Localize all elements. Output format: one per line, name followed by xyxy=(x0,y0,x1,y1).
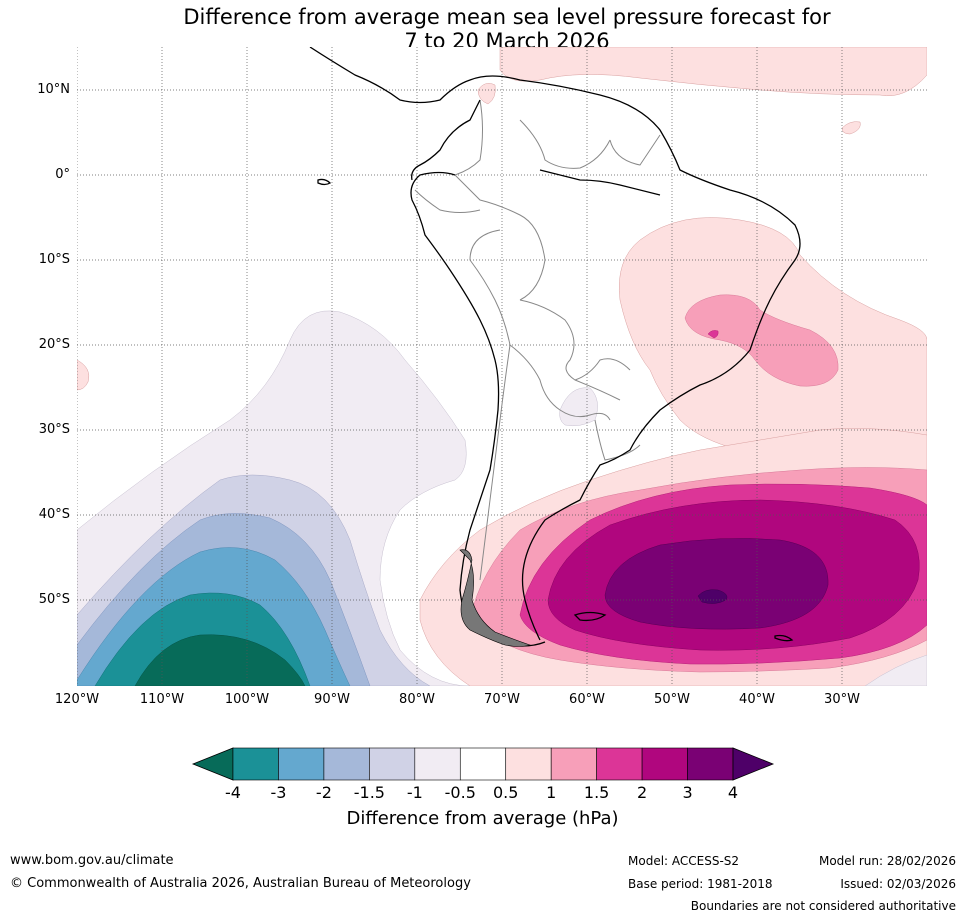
lat-label-10s: 10°S xyxy=(38,252,70,267)
footer-copyright: © Commonwealth of Australia 2026, Austra… xyxy=(10,876,471,891)
colorbar-tick-label: -1.5 xyxy=(353,783,385,802)
contour-positive-0.5-north xyxy=(499,47,927,97)
colorbar-over-arrow xyxy=(732,747,775,781)
colorbar-tick-label: 1.5 xyxy=(583,783,610,802)
contour-positive-1.5-brazil xyxy=(707,330,719,339)
lon-label-110w: 110°W xyxy=(139,692,185,707)
lat-label-20s: 20°S xyxy=(38,337,70,352)
colorbar-segment xyxy=(278,747,325,781)
lon-label-40w: 40°W xyxy=(739,692,775,707)
lat-label-50s: 50°S xyxy=(38,592,70,607)
lon-label-30w: 30°W xyxy=(824,692,860,707)
colorbar-tick-label: 0.5 xyxy=(492,783,519,802)
colorbar-segment xyxy=(414,747,461,781)
colorbar-tick-label: 2 xyxy=(636,783,648,802)
contour-positive-1-brazil xyxy=(684,294,839,387)
country-borders xyxy=(414,99,661,581)
footer-issued: Issued: 02/03/2026 xyxy=(840,877,956,891)
colorbar-tick-label: 3 xyxy=(682,783,693,802)
footer-disclaimer: Boundaries are not considered authoritat… xyxy=(690,899,956,913)
colorbar-tick-label: -3 xyxy=(270,783,287,802)
chile-archipelago xyxy=(459,549,531,647)
contour-positive-0.5-island xyxy=(841,121,861,135)
colorbar-segment xyxy=(369,747,416,781)
colorbar-segment xyxy=(596,747,643,781)
colorbar-segment xyxy=(323,747,370,781)
colorbar-segment xyxy=(232,747,279,781)
colorbar-tick-label: 1 xyxy=(546,783,557,802)
contour-negative-4 xyxy=(134,634,306,686)
colorbar-tick-label: -2 xyxy=(315,783,332,802)
colorbar-tick-label: 4 xyxy=(727,783,739,802)
colorbar-tick-label: -0.5 xyxy=(444,783,476,802)
lon-label-90w: 90°W xyxy=(314,692,350,707)
lon-label-120w: 120°W xyxy=(54,692,100,707)
pressure-anomaly-map xyxy=(77,47,927,686)
footer-model: Model: ACCESS-S2 xyxy=(628,854,740,868)
graticule xyxy=(77,47,927,686)
colorbar-under-arrow xyxy=(191,747,234,781)
lat-label-0: 0° xyxy=(55,167,70,182)
contour-positive-0.5-caribbean xyxy=(477,83,496,105)
colorbar-segment xyxy=(641,747,688,781)
contour-negative-0.5-south-east xyxy=(864,654,927,686)
lon-label-50w: 50°W xyxy=(654,692,690,707)
colorbar-tick-label: -1 xyxy=(406,783,423,802)
contour-positive-3 xyxy=(604,538,829,630)
contour-positive-0.5-west xyxy=(77,359,90,391)
lon-label-60w: 60°W xyxy=(569,692,605,707)
map-title: Difference from average mean sea level p… xyxy=(0,5,965,53)
contour-fill-layer xyxy=(77,47,927,686)
lat-label-30s: 30°S xyxy=(38,422,70,437)
lon-label-100w: 100°W xyxy=(224,692,270,707)
colorbar-label: Difference from average (hPa) xyxy=(346,808,619,829)
lat-label-40s: 40°S xyxy=(38,507,70,522)
footer-base-period: Base period: 1981-2018 xyxy=(628,877,773,891)
colorbar-segment xyxy=(550,747,597,781)
lat-label-10n: 10°N xyxy=(37,82,70,97)
colorbar-segments xyxy=(191,747,775,781)
colorbar-segment xyxy=(687,747,734,781)
colorbar-segment xyxy=(459,747,507,781)
colorbar-tick-label: -4 xyxy=(225,783,241,802)
footer-website: www.bom.gov.au/climate xyxy=(10,853,174,868)
lon-label-70w: 70°W xyxy=(484,692,520,707)
title-line-1: Difference from average mean sea level p… xyxy=(183,5,831,29)
footer-model-run: Model run: 28/02/2026 xyxy=(818,854,956,868)
lon-label-80w: 80°W xyxy=(399,692,435,707)
colorbar-segment xyxy=(505,747,552,781)
